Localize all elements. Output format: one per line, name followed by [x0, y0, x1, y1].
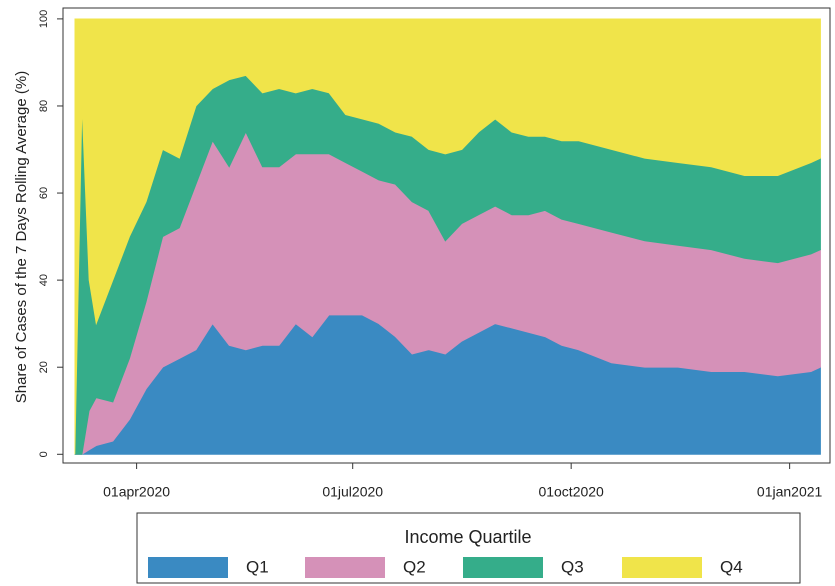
legend-swatch	[622, 557, 702, 578]
x-tick-label: 01jan2021	[757, 484, 823, 500]
legend-swatch	[148, 557, 228, 578]
y-tick-label: 60	[38, 187, 50, 199]
x-tick-label: 01jul2020	[322, 484, 383, 500]
legend-label: Q2	[403, 557, 426, 576]
y-tick-label: 100	[38, 10, 50, 28]
legend-label: Q1	[246, 557, 269, 576]
legend-swatch	[305, 557, 385, 578]
legend-swatch	[463, 557, 543, 578]
y-axis-label: Share of Cases of the 7 Days Rolling Ave…	[13, 71, 30, 403]
y-tick-label: 80	[38, 100, 50, 112]
x-tick-label: 01apr2020	[103, 484, 170, 500]
legend-label: Q4	[720, 557, 743, 576]
legend-title: Income Quartile	[404, 527, 531, 547]
area	[74, 18, 821, 455]
y-tick-label: 0	[38, 451, 50, 457]
legend-label: Q3	[561, 557, 584, 576]
y-tick-label: 40	[38, 274, 50, 286]
plot-frame	[62, 7, 831, 464]
x-tick-label: 01oct2020	[538, 484, 604, 500]
y-tick-label: 20	[38, 361, 50, 373]
